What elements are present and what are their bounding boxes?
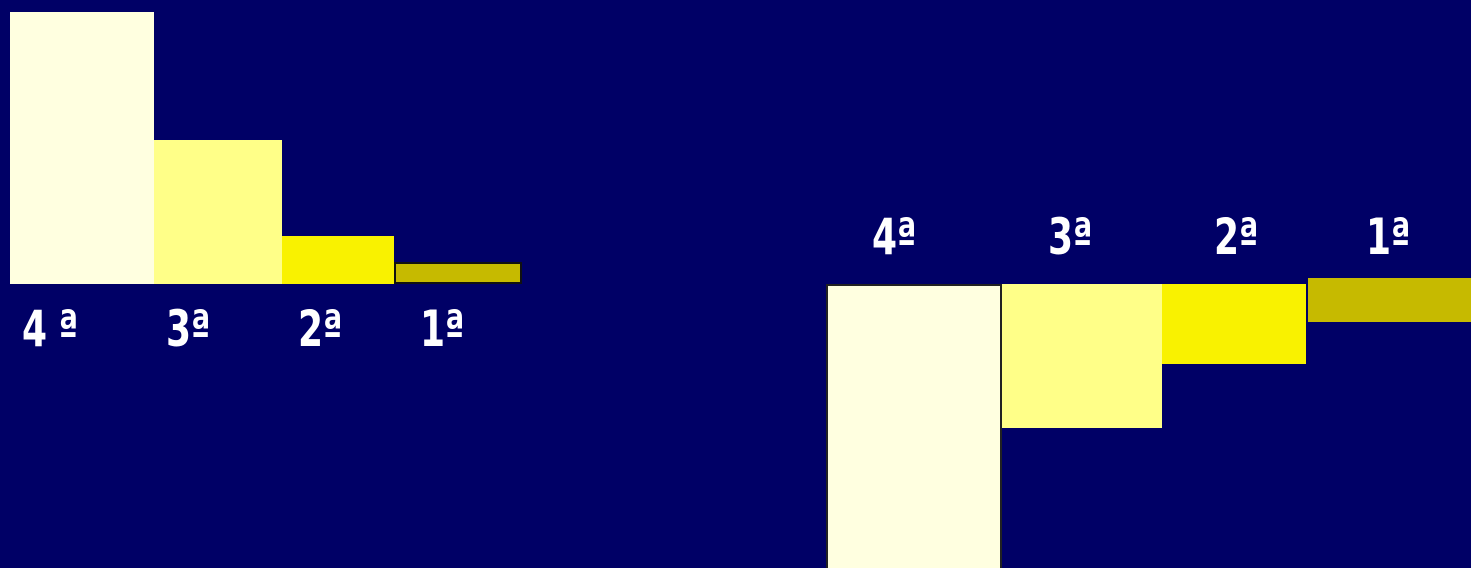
left-bar-4 — [10, 12, 154, 284]
right-bar-3 — [1002, 284, 1162, 428]
left-label-1: 1ª — [420, 300, 465, 358]
right-bar-2 — [1162, 284, 1306, 364]
right-label-3: 3ª — [1048, 208, 1093, 266]
left-label-4: 4 ª — [22, 300, 78, 358]
right-label-2: 2ª — [1214, 208, 1259, 266]
right-bar-1 — [1308, 278, 1471, 322]
left-label-3: 3ª — [166, 300, 211, 358]
left-bar-2 — [282, 236, 394, 284]
left-bar-3 — [154, 140, 282, 284]
right-label-4: 4ª — [872, 208, 917, 266]
left-label-2: 2ª — [298, 300, 343, 358]
right-bar-4 — [826, 284, 1002, 568]
left-bar-1 — [394, 262, 522, 284]
right-label-1: 1ª — [1366, 208, 1411, 266]
